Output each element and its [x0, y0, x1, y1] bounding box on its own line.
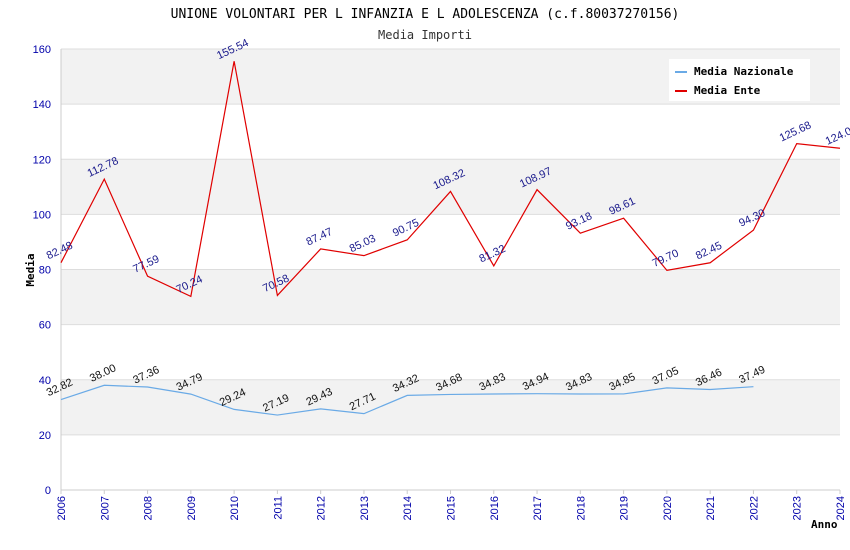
grid-band: [61, 104, 840, 160]
chart-title: UNIONE VOLONTARI PER L INFANZIA E L ADOL…: [171, 7, 680, 22]
x-tick-label: 2006: [56, 496, 68, 520]
x-tick-label: 2007: [99, 496, 111, 520]
legend-box: [669, 59, 810, 101]
x-tick-label: 2012: [316, 496, 328, 520]
series-line-media-nazionale: [60, 384, 754, 416]
x-tick-label: 2019: [619, 496, 631, 520]
y-tick-label: 0: [45, 485, 51, 497]
y-tick-label: 80: [39, 265, 51, 277]
legend: Media Nazionale Media Ente: [669, 59, 810, 101]
x-tick-label: 2008: [143, 496, 155, 520]
grid-band: [61, 159, 840, 215]
grid-band: [61, 434, 840, 490]
x-tick-label: 2011: [272, 496, 284, 520]
x-tick-label: 2010: [229, 496, 241, 520]
x-tick-label: 2014: [402, 496, 414, 520]
x-tick-label: 2023: [792, 496, 804, 520]
x-axis-label: Anno: [811, 518, 838, 531]
y-tick-label: 160: [33, 44, 51, 56]
chart-subtitle: Media Importi: [378, 28, 472, 42]
y-tick-label: 120: [33, 154, 51, 166]
y-tick-label: 140: [33, 99, 51, 111]
x-tick-label: 2009: [186, 496, 198, 520]
series-line-media-ente: [60, 61, 841, 298]
x-tick-label: 2013: [359, 496, 371, 520]
y-tick-labels: 0 20 40 60 80 100 120 140 160: [33, 44, 51, 497]
y-tick-label: 20: [39, 430, 51, 442]
x-tick-label: 2016: [489, 496, 501, 520]
x-tick-label: 2022: [748, 496, 760, 520]
grid-band: [61, 269, 840, 325]
x-tick-label: 2021: [705, 496, 717, 520]
x-tick-label: 2018: [575, 496, 587, 520]
grid-band: [61, 214, 840, 270]
axes: [60, 49, 841, 494]
x-tick-label: 2020: [662, 496, 674, 520]
legend-label-ente: Media Ente: [694, 84, 761, 97]
y-tick-label: 100: [33, 209, 51, 221]
series-lines: [60, 61, 841, 416]
x-tick-labels: 2006 2007 2008 2009 2010 2011 2012 2013 2014 2015…: [56, 496, 847, 520]
x-tick-label: 2015: [446, 496, 458, 520]
grid-band: [61, 324, 840, 380]
y-tick-label: 40: [39, 375, 51, 387]
x-tick-label: 2024: [835, 496, 847, 520]
x-tick-label: 2017: [532, 496, 544, 520]
y-tick-label: 60: [39, 320, 51, 332]
legend-label-nazionale: Media Nazionale: [694, 65, 794, 78]
y-axis-label: Media: [24, 253, 37, 286]
